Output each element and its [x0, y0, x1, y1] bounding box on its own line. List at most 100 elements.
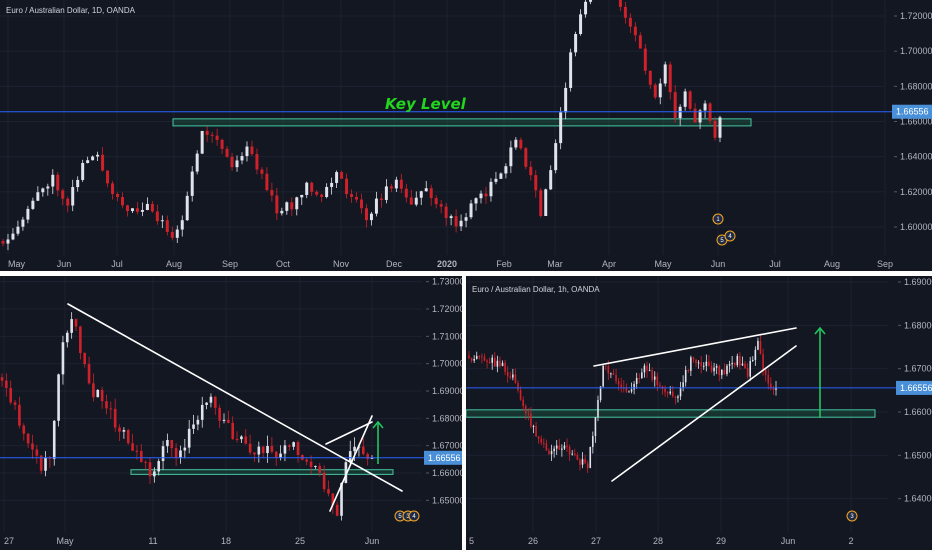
candle: [628, 13, 632, 33]
price-tick-label: 1.69000: [904, 277, 932, 287]
time-tick-label: 27: [591, 536, 601, 546]
daily-chart-pane[interactable]: 1.72000 1.70000 1.68000 1.66000 1.64000 1.620…: [0, 0, 932, 271]
time-axis[interactable]: May Jun Jul Aug Sep Oct Nov Dec 2020 Feb Mar Apr May…: [8, 259, 893, 269]
candle: [571, 450, 573, 456]
candle: [723, 363, 726, 375]
candle: [215, 128, 219, 146]
candle: [741, 356, 744, 366]
candle: [491, 354, 494, 370]
event-marker[interactable]: 5: [716, 234, 728, 246]
candle: [739, 352, 741, 370]
candle: [733, 362, 736, 368]
four-hour-candlestick-chart[interactable]: 1.73000 1.72000 1.71000 1.70000 1.69000 1.680…: [0, 276, 462, 550]
candle: [646, 361, 648, 378]
time-tick-label: Jun: [711, 259, 726, 269]
wedge-lower-trendline[interactable]: [329, 415, 373, 512]
candle: [287, 444, 291, 451]
price-axis[interactable]: 1.73000 1.72000 1.71000 1.70000 1.69000 1.680…: [426, 277, 462, 506]
key-level-zone[interactable]: [466, 409, 876, 418]
candle: [140, 202, 144, 217]
candle: [764, 368, 767, 382]
event-marker[interactable]: 4: [408, 510, 420, 522]
price-axis[interactable]: 1.69000 1.68000 1.67000 1.66000 1.65000 1.640…: [898, 277, 932, 504]
candle: [315, 190, 319, 197]
event-markers[interactable]: 1 54: [712, 213, 736, 246]
hourly-chart-pane[interactable]: 1.69000 1.68000 1.67000 1.66000 1.65000 1.640…: [466, 276, 932, 550]
event-marker[interactable]: 1: [712, 213, 724, 225]
current-price-value: 1.66556: [900, 383, 932, 393]
candle: [92, 373, 95, 402]
four-hour-chart-pane[interactable]: 1.73000 1.72000 1.71000 1.70000 1.69000 1.680…: [0, 276, 462, 550]
candle: [200, 396, 204, 428]
candle: [703, 100, 707, 119]
candle: [506, 366, 509, 383]
candle: [96, 151, 100, 162]
candle: [545, 439, 548, 451]
candle: [148, 457, 152, 484]
event-marker[interactable]: 4: [724, 230, 736, 242]
event-marker[interactable]: 5: [394, 510, 406, 522]
price-tick-label: 1.60000: [900, 222, 932, 232]
wedge-upper-trendline[interactable]: [325, 421, 373, 445]
candle: [527, 408, 530, 421]
candle: [122, 427, 126, 439]
target-arrow[interactable]: [814, 326, 826, 418]
candle: [76, 176, 80, 192]
descending-trendline[interactable]: [67, 303, 403, 492]
candle: [697, 360, 700, 369]
event-markers[interactable]: 3: [846, 510, 858, 522]
key-level-zone[interactable]: [172, 118, 752, 127]
candles-group: [468, 333, 777, 474]
candle: [330, 177, 334, 195]
candle: [113, 398, 117, 432]
trendlines[interactable]: [67, 303, 403, 512]
wedge-lower-trendline[interactable]: [611, 345, 797, 482]
candle: [688, 89, 692, 112]
candle: [399, 173, 403, 194]
time-axis[interactable]: 5 26 27 28 29 Jun 2: [469, 536, 854, 546]
candle: [350, 189, 354, 203]
candle: [190, 166, 194, 202]
candle: [519, 137, 523, 151]
target-arrow[interactable]: [372, 420, 384, 464]
candle: [668, 61, 672, 100]
candle: [561, 444, 563, 457]
candle: [222, 413, 226, 424]
candle: [633, 22, 637, 42]
candle: [305, 181, 309, 199]
time-tick-label: 28: [653, 536, 663, 546]
wedge-upper-trendline[interactable]: [593, 327, 797, 367]
candle: [51, 169, 55, 194]
key-level-zone[interactable]: [130, 469, 394, 475]
candle: [721, 369, 723, 379]
candle: [509, 371, 512, 380]
candle: [718, 364, 721, 382]
candle: [187, 419, 191, 454]
daily-candlestick-chart[interactable]: 1.72000 1.70000 1.68000 1.66000 1.64000 1.620…: [0, 0, 932, 271]
candle: [599, 386, 602, 403]
candles-group: [1, 0, 722, 251]
candle: [44, 451, 47, 477]
candle: [563, 442, 566, 451]
candle: [558, 438, 561, 451]
hourly-candlestick-chart[interactable]: 1.69000 1.68000 1.67000 1.66000 1.65000 1.640…: [466, 276, 932, 550]
candle: [314, 465, 317, 470]
candle: [576, 452, 579, 461]
candle: [105, 394, 108, 415]
candle: [161, 440, 165, 470]
price-tick-label: 1.65000: [432, 495, 462, 505]
time-axis[interactable]: 27 May 11 18 25 Jun: [4, 536, 379, 546]
candle: [673, 84, 677, 123]
event-marker[interactable]: 3: [846, 510, 858, 522]
event-marker-label: 4: [412, 514, 416, 520]
candle: [166, 433, 169, 453]
trendlines[interactable]: [593, 326, 826, 482]
price-axis[interactable]: 1.72000 1.70000 1.68000 1.66000 1.64000 1.620…: [894, 11, 932, 232]
candle: [257, 441, 261, 463]
candle: [708, 102, 712, 124]
candle: [280, 207, 284, 216]
candle: [404, 183, 408, 203]
candle: [309, 455, 313, 474]
